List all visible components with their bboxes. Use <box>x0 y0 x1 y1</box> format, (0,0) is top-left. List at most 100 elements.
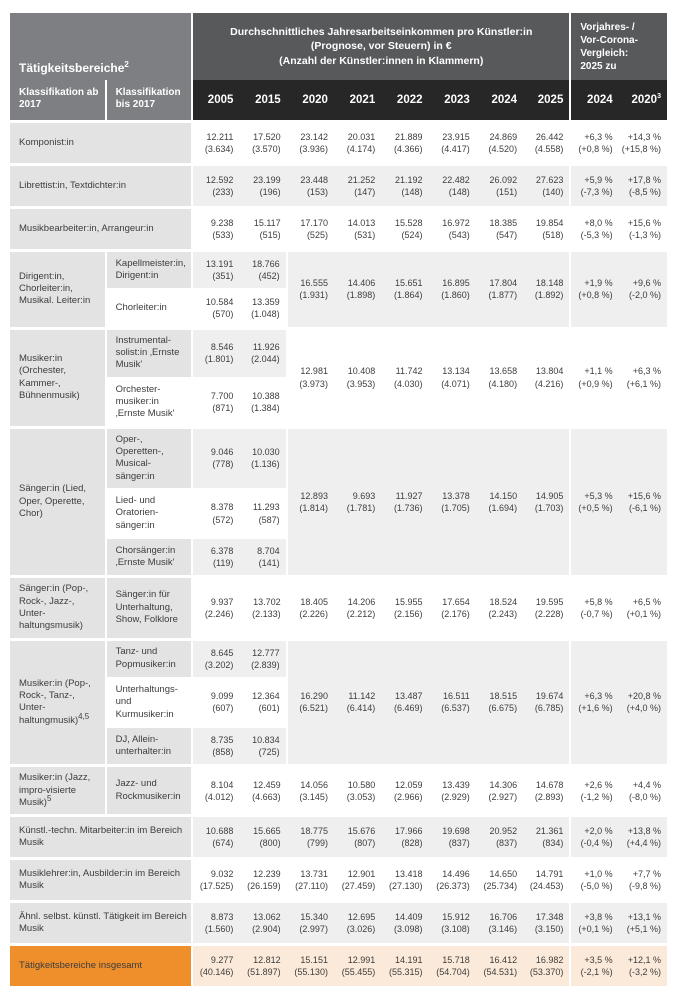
value-line: 14.191 <box>381 954 422 966</box>
cell-kuenstl-techn-2025: 21.361(834) <box>523 816 570 859</box>
value-line: 8.735 <box>193 734 233 746</box>
count-line: (55.130) <box>287 966 328 978</box>
count-line: (3.098) <box>381 923 422 935</box>
value-line: 16.982 <box>523 954 563 966</box>
count-line: (-3,2 %) <box>619 966 661 978</box>
count-line: (674) <box>193 837 233 849</box>
row-label-librettist: Librettist:in, Textdichter:in <box>10 165 192 208</box>
value-line: 11.142 <box>334 690 375 702</box>
cell-dirigent-2005: 13.191(351) <box>192 251 239 290</box>
count-line: (452) <box>239 270 279 282</box>
cell-musiker-jazz-2023: 13.439(2.929) <box>429 766 476 816</box>
row-label-musiker-jazz: Musiker:in (Jazz, impro-visierte Musik)5 <box>10 766 106 816</box>
band-row-kuenstl-techn: Künstl.-techn. Mitarbeiter:in im Bereich… <box>10 816 667 859</box>
sub-label-dirigent-0: Kapellmeister:in, Dirigent:in <box>106 251 193 290</box>
cell-aehnliche-taetigkeit-2023: 15.912(3.108) <box>429 902 476 945</box>
cell-insgesamt-2022: 14.191(55.315) <box>381 945 428 986</box>
comparison-cell-dirigent-2020: +9,6 %(-2,0 %) <box>619 251 667 329</box>
header-comparison-title: Vorjahres- / Vor-Corona- Vergleich: 2025… <box>570 13 667 80</box>
value-line: 9.937 <box>193 596 233 608</box>
count-line: (1.781) <box>334 502 375 514</box>
cell-musiker-orchester-2005: 7.700(871) <box>192 378 239 428</box>
value-line: 12.695 <box>334 911 375 923</box>
value-line: 15.117 <box>239 217 280 229</box>
value-line: 12.901 <box>334 868 375 880</box>
value-line: +13,1 % <box>619 911 661 923</box>
main-title-line1: Durchschnittliches Jahresarbeitseinkomme… <box>194 25 568 39</box>
cell-saenger-lied-2021: 9.693(1.781) <box>334 427 381 577</box>
cell-librettist-2024: 26.092(151) <box>476 165 523 208</box>
comparison-cell-saenger-pop-2024: +5,8 %(-0,7 %) <box>570 577 618 639</box>
cell-kuenstl-techn-2024: 20.952(837) <box>476 816 523 859</box>
count-line: (533) <box>193 229 233 241</box>
value-line: 14.056 <box>287 779 328 791</box>
value-line: +17,8 % <box>619 174 661 186</box>
count-line: (6.469) <box>381 702 422 714</box>
cell-insgesamt-2021: 12.991(55.455) <box>334 945 381 986</box>
value-line: 14.013 <box>334 217 375 229</box>
cell-komponist-2025: 26.442(4.558) <box>523 122 570 165</box>
count-line: (27.130) <box>381 880 422 892</box>
comparison-cell-saenger-lied-2020: +15,6 %(-6,1 %) <box>619 427 667 577</box>
value-line: 19.698 <box>429 825 470 837</box>
value-line: 14.496 <box>429 868 470 880</box>
sub-label-musiker-pop-0: Tanz- und Popmusiker:in <box>106 639 193 678</box>
value-line: 21.252 <box>334 174 375 186</box>
cell-saenger-pop-2025: 19.595(2.228) <box>523 577 570 639</box>
header-taetigkeitsbereiche: Tätigkeitsbereiche2 <box>10 13 192 80</box>
cmp-title-line2: Vor-Corona- <box>580 34 666 47</box>
count-line: (807) <box>334 837 375 849</box>
year-header-2022: 2022 <box>381 80 428 122</box>
value-line: 12.812 <box>239 954 280 966</box>
count-line: (871) <box>193 402 233 414</box>
comparison-cell-musiklehrer-2024: +1,0 %(-5,0 %) <box>570 859 618 902</box>
value-line: 12.211 <box>193 131 233 143</box>
sub-label-musiker-pop-2: DJ, Allein-unterhalter:in <box>106 727 193 766</box>
comparison-cell-musiker-orchester-2024: +1,1 %(+0,9 %) <box>570 328 618 427</box>
cell-musiklehrer-2025: 14.791(24.453) <box>523 859 570 902</box>
value-line: 11.293 <box>239 501 279 513</box>
comparison-cell-aehnliche-taetigkeit-2020: +13,1 %(+5,1 %) <box>619 902 667 945</box>
value-line: 27.623 <box>523 174 563 186</box>
cell-komponist-2020: 23.142(3.936) <box>287 122 334 165</box>
row-label-saenger-lied: Sänger:in (Lied, Oper, Operette, Chor) <box>10 427 106 577</box>
value-line: 24.869 <box>476 131 517 143</box>
cell-musiklehrer-2015: 12.239(26.159) <box>239 859 286 902</box>
cell-insgesamt-2024: 16.412(54.531) <box>476 945 523 986</box>
year-header-2015: 2015 <box>239 80 286 122</box>
band-row-musiklehrer: Musiklehrer:in, Ausbilder:in im Bereich … <box>10 859 667 902</box>
count-line: (26.373) <box>429 880 470 892</box>
cell-aehnliche-taetigkeit-2021: 12.695(3.026) <box>334 902 381 945</box>
value-line: 10.584 <box>193 296 233 308</box>
year-header-2023: 2023 <box>429 80 476 122</box>
value-line: 21.361 <box>523 825 563 837</box>
year-header-2020: 2020 <box>287 80 334 122</box>
value-line: +5,9 % <box>571 174 612 186</box>
cell-saenger-pop-2015: 13.702(2.133) <box>239 577 286 639</box>
count-line: (24.453) <box>523 880 563 892</box>
value-line: 14.406 <box>334 277 375 289</box>
cell-musiker-pop-2024: 18.515(6.675) <box>476 639 523 766</box>
value-line: 13.439 <box>429 779 470 791</box>
cell-aehnliche-taetigkeit-2005: 8.873(1.560) <box>192 902 239 945</box>
row-label-komponist: Komponist:in <box>10 122 192 165</box>
value-line: 26.092 <box>476 174 517 186</box>
count-line: (-5,0 %) <box>571 880 612 892</box>
value-line: 9.277 <box>193 954 233 966</box>
value-line: 18.405 <box>287 596 328 608</box>
cell-musiker-pop-2023: 16.511(6.537) <box>429 639 476 766</box>
comparison-cell-musikbearbeiter-2024: +8,0 %(-5,3 %) <box>570 208 618 251</box>
count-line: (148) <box>381 186 422 198</box>
value-line: 10.580 <box>334 779 375 791</box>
value-line: 12.893 <box>288 490 328 502</box>
value-line: 12.592 <box>193 174 233 186</box>
count-line: (+0,8 %) <box>571 289 612 301</box>
band-row-saenger-pop: Sänger:in (Pop-, Rock-, Jazz-, Unter-hal… <box>10 577 667 639</box>
cell-librettist-2025: 27.623(140) <box>523 165 570 208</box>
count-line: (-2,0 %) <box>619 289 661 301</box>
count-line: (725) <box>239 746 279 758</box>
value-line: 13.359 <box>239 296 279 308</box>
sub-label-saenger-lied-0: Oper-, Operetten-, Musical-sänger:in <box>106 427 193 489</box>
